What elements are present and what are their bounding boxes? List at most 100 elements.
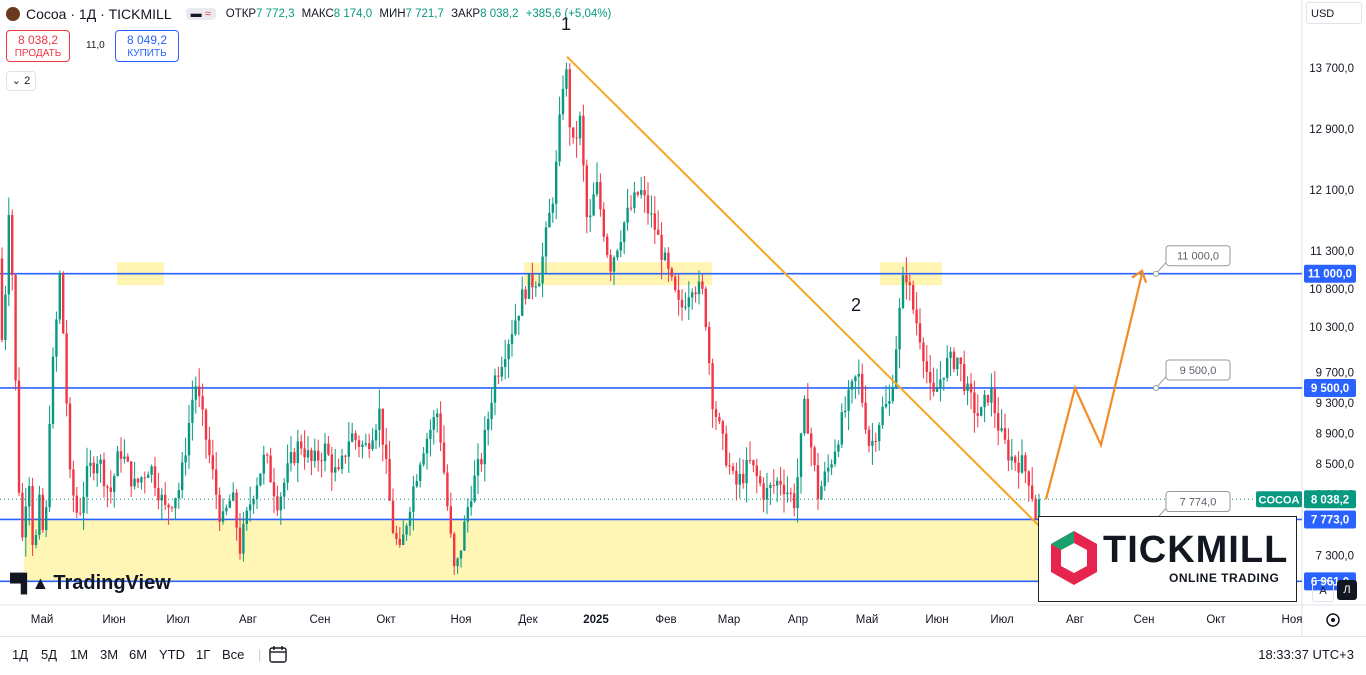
candle-body <box>368 443 371 450</box>
candle-body <box>708 327 711 364</box>
candle-body <box>949 351 952 358</box>
candle-body <box>211 455 214 470</box>
candle-body <box>619 242 622 251</box>
candle <box>395 525 398 545</box>
candle <box>847 380 850 431</box>
candle-body <box>646 195 650 214</box>
candle-body <box>89 462 92 467</box>
candle-body <box>510 334 514 345</box>
candle <box>313 438 316 468</box>
candle <box>517 315 520 336</box>
candle <box>640 177 643 199</box>
candle <box>731 462 735 475</box>
sell-button[interactable]: 8 038,2 ПРОДАТЬ <box>6 30 70 62</box>
candle <box>1020 439 1024 474</box>
candle-body <box>21 492 24 538</box>
range-6m[interactable]: 6М <box>129 647 148 662</box>
candle-body <box>871 440 874 446</box>
candle-body <box>429 429 432 439</box>
auto-scale-button[interactable]: A <box>1312 580 1334 602</box>
candle <box>266 452 269 464</box>
candle-body <box>357 440 361 447</box>
symbol-header[interactable]: Cocoa · 1Д · TICKMILL ▬ ≈ ОТКР7 772,3 МА… <box>6 4 615 24</box>
candle <box>408 506 412 536</box>
candle <box>725 425 728 468</box>
candle <box>330 446 333 491</box>
level-tag-label: 11 000,0 <box>1308 269 1352 281</box>
candle <box>92 456 95 481</box>
candle <box>490 386 493 431</box>
candle <box>415 473 418 488</box>
candle <box>140 476 143 490</box>
tradingview-logo[interactable]: ▀▌▲ TradingView <box>10 572 171 594</box>
candle <box>895 335 898 390</box>
tickmill-name: TICKMILL <box>1103 529 1289 571</box>
candle-body <box>276 496 279 511</box>
candle <box>160 488 163 519</box>
candle <box>116 445 119 477</box>
candle <box>633 181 636 214</box>
candle-body <box>575 137 578 139</box>
candle <box>687 281 690 321</box>
cocoa-icon <box>6 7 20 21</box>
candle-body <box>589 215 592 218</box>
candle <box>714 401 718 430</box>
candle-body <box>942 377 945 380</box>
candle <box>952 347 956 373</box>
candle-body <box>759 476 762 484</box>
candle-body <box>181 462 184 491</box>
projection-arrowhead <box>1131 268 1148 284</box>
candle-body <box>976 413 979 416</box>
candle <box>721 419 724 451</box>
range-1m[interactable]: 1М <box>70 647 89 662</box>
range-1y[interactable]: 1Г <box>196 647 211 662</box>
candle-body <box>126 456 129 462</box>
range-ytd[interactable]: YTD <box>159 647 185 662</box>
candle-body <box>912 285 915 310</box>
range-1d[interactable]: 1Д <box>12 647 29 662</box>
candle-body <box>31 486 34 546</box>
range-5d[interactable]: 5Д <box>41 647 58 662</box>
candle <box>830 459 833 476</box>
candle <box>782 469 786 513</box>
candle <box>963 350 966 396</box>
candle <box>381 408 384 462</box>
candle-body <box>266 454 269 456</box>
settings-gear-icon <box>1326 613 1340 627</box>
candle-body <box>810 433 813 448</box>
callout-label: 7 774,0 <box>1180 496 1217 508</box>
candle <box>245 506 248 531</box>
candle-body <box>201 396 204 410</box>
candle <box>918 308 922 350</box>
candle <box>833 439 837 468</box>
currency-selector[interactable]: USD <box>1306 2 1362 24</box>
candle <box>708 321 711 375</box>
range-3m[interactable]: 3М <box>100 647 119 662</box>
candle-body <box>300 441 303 449</box>
candle <box>232 482 235 502</box>
candle-body <box>731 466 735 471</box>
calendar-icon[interactable] <box>268 644 288 667</box>
candle <box>252 495 255 514</box>
log-scale-button[interactable]: Л <box>1337 580 1357 600</box>
symbol-tag-label: COCOA <box>1259 494 1300 506</box>
symbol-title[interactable]: Cocoa · 1Д · TICKMILL <box>26 6 172 22</box>
candle-body <box>990 388 993 403</box>
buy-button[interactable]: 8 049,2 КУПИТЬ <box>115 30 179 62</box>
indicators-toggle[interactable]: ⌄ 2 <box>6 71 36 91</box>
x-tick-label: Мар <box>718 614 741 626</box>
candle-body <box>463 521 466 551</box>
candle-body <box>38 494 41 535</box>
candle <box>769 482 772 505</box>
candle <box>72 460 75 513</box>
range-all[interactable]: Все <box>222 647 245 662</box>
candle-body <box>170 507 174 509</box>
candle-body <box>925 361 928 372</box>
candle-body <box>626 207 629 223</box>
candle-body <box>459 550 463 559</box>
candle <box>327 435 330 457</box>
y-tick-label: 7 300,0 <box>1316 550 1354 562</box>
indicator-status-tag[interactable]: ▬ ≈ <box>185 8 216 20</box>
candle-body <box>354 433 357 441</box>
candle <box>493 368 497 416</box>
